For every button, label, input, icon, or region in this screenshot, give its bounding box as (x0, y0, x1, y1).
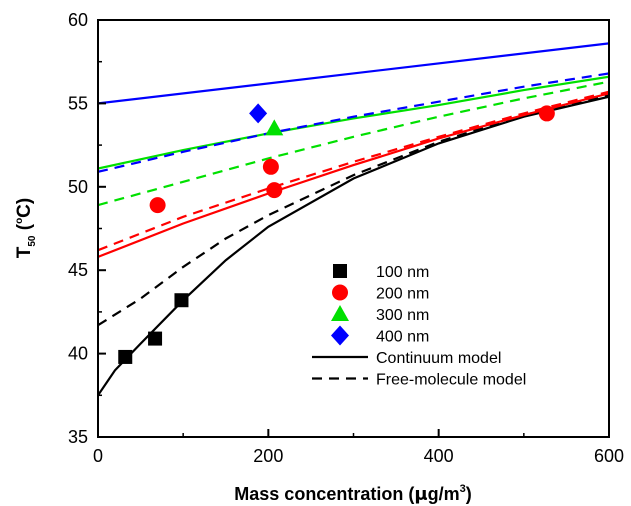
y-axis-title-sub: 50 (27, 235, 38, 247)
x-axis: 0 200 400 600 (93, 429, 624, 466)
free-molecule-model-line-200-nm (98, 90, 609, 252)
data-markers-layer (118, 103, 555, 364)
y-tick-label: 60 (68, 10, 88, 30)
data-point-200-nm (149, 197, 166, 214)
y-axis: 35 40 45 50 55 60 (68, 10, 106, 447)
legend-label-300-nm: 300 nm (376, 307, 429, 324)
legend-marker-400-nm (331, 325, 349, 346)
free-molecule-model-line-100-nm (98, 94, 609, 327)
y-tick-label: 45 (68, 260, 88, 280)
y-tick-label: 50 (68, 177, 88, 197)
x-axis-title-main: Mass concentration ( (234, 484, 414, 504)
x-axis-title-unit: g/m (428, 484, 460, 504)
legend-marker-100-nm (333, 264, 347, 278)
legend: 100 nm 200 nm 300 nm 400 nm Continuum model F… (312, 264, 526, 389)
data-point-200-nm (266, 182, 283, 199)
y-tick-label: 55 (68, 93, 88, 113)
data-point-300-nm (265, 119, 284, 136)
x-axis-title: Mass concentration (μg/m3) (234, 483, 471, 505)
continuum-model-line-200-nm (98, 92, 609, 258)
continuum-model-line-300-nm (98, 75, 609, 170)
continuum-model-line-400-nm (98, 42, 609, 105)
x-axis-title-close: ) (466, 484, 472, 504)
y-tick-label: 40 (68, 344, 88, 364)
y-tick-label: 35 (68, 427, 88, 447)
model-lines-layer (98, 42, 609, 396)
legend-label-100-nm: 100 nm (376, 264, 429, 281)
x-tick-label: 0 (93, 446, 103, 466)
legend-label-free-molecule-model: Free-molecule model (376, 372, 526, 389)
y-axis-title-main: T (14, 246, 35, 258)
x-axis-title-sup: 3 (460, 483, 466, 495)
y-axis-title-degree: o (14, 218, 25, 224)
legend-label-400-nm: 400 nm (376, 329, 429, 346)
x-axis-title-mu: μ (414, 484, 427, 505)
x-tick-label: 400 (424, 446, 454, 466)
legend-label-continuum-model: Continuum model (376, 350, 501, 367)
data-point-400-nm (249, 103, 268, 124)
data-point-100-nm (118, 349, 133, 364)
data-point-200-nm (538, 105, 555, 122)
free-molecule-model-line-400-nm (98, 72, 609, 173)
data-point-100-nm (174, 293, 189, 308)
data-point-100-nm (148, 331, 163, 346)
free-molecule-model-line-300-nm (98, 80, 609, 207)
y-axis-title: T50 (oC) (14, 198, 38, 259)
x-tick-label: 600 (594, 446, 624, 466)
legend-marker-200-nm (332, 284, 348, 301)
y-axis-title-open: ( (14, 223, 35, 235)
legend-marker-300-nm (331, 305, 349, 321)
legend-label-200-nm: 200 nm (376, 286, 429, 303)
x-tick-label: 200 (253, 446, 283, 466)
continuum-model-line-100-nm (98, 95, 609, 396)
y-axis-title-unit: C) (14, 198, 35, 218)
plot-frame (97, 19, 610, 438)
data-point-200-nm (262, 158, 279, 175)
